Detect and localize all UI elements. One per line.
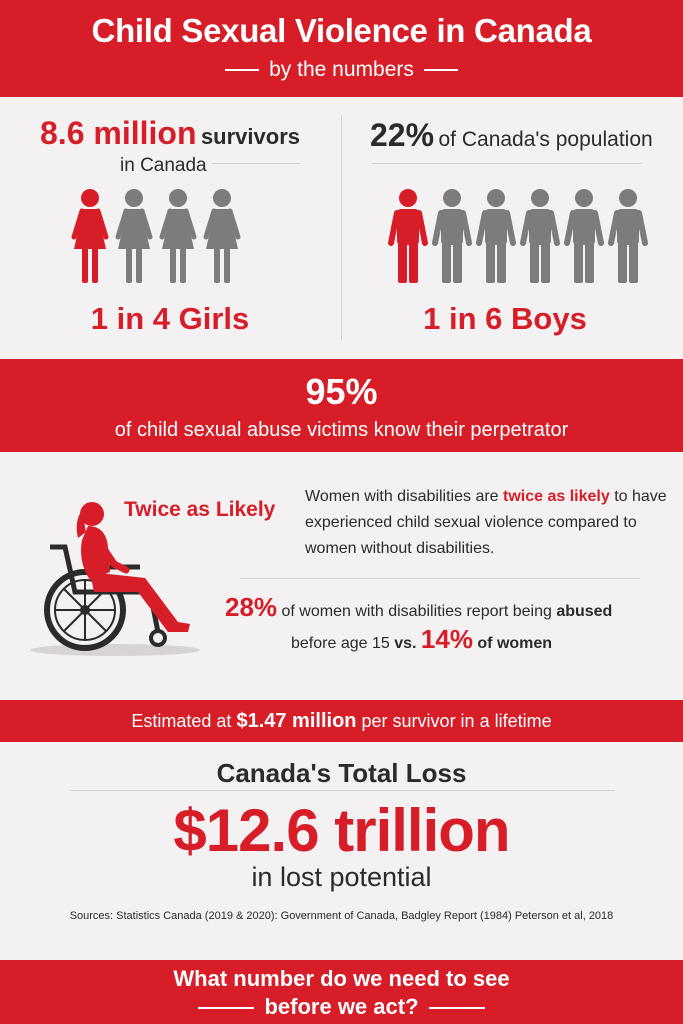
para-bold: twice as likely	[503, 488, 610, 505]
survivors-location: in Canada	[120, 155, 207, 176]
estimate-amount: $1.47 million	[236, 710, 357, 732]
estimate-text: Estimated at $1.47 million per survivor …	[0, 710, 683, 733]
sources-text: Sources: Statistics Canada (2019 & 2020)…	[69, 910, 614, 922]
para-post: to have experienced child sexual violenc…	[305, 488, 667, 557]
page-title: Child Sexual Violence in Canada	[91, 12, 592, 49]
girls-ratio: 1 in 4 Girls	[90, 301, 250, 336]
stats-section: 8.6 million survivors in Canada 1 in 4 G…	[0, 97, 683, 359]
survivors-number: 8.6 million	[40, 115, 197, 151]
boy-figure-icon	[476, 189, 516, 283]
survivors-headline: 8.6 million survivors	[40, 115, 300, 152]
population-percent: 22%	[370, 117, 435, 153]
wheelchair-woman-icon	[30, 502, 200, 656]
boy-figure-icon	[520, 189, 560, 283]
para-pre: Women with disabilities are	[305, 488, 499, 505]
boy-figure-icon	[388, 189, 428, 283]
girl-figure-icon	[71, 189, 109, 283]
boys-ratio: 1 in 6 Boys	[423, 301, 587, 336]
boy-figure-icon	[432, 189, 472, 283]
boy-figure-icon	[608, 189, 648, 283]
subtitle-dash-right	[423, 69, 458, 72]
estimate-post: per survivor in a lifetime	[361, 711, 552, 731]
total-loss-section: Canada's Total Loss $12.6 trillion in lo…	[0, 742, 683, 960]
perpetrator-text: of child sexual abuse victims know their…	[114, 419, 569, 441]
total-loss-amount: $12.6 trillion	[173, 797, 510, 864]
survivors-word: survivors	[200, 124, 300, 149]
perpetrator-percent: 95%	[305, 371, 378, 412]
survivors-rule	[212, 163, 300, 164]
footer-line2: before we act?	[0, 994, 683, 1020]
subtitle-text: by the numbers	[269, 58, 414, 81]
girl-figure-icon	[203, 189, 241, 283]
footer-dash-right	[428, 1007, 485, 1010]
stat2-post: of women	[477, 635, 553, 652]
stat2-pre: before age 15	[291, 635, 390, 652]
header-banner: Child Sexual Violence in Canada by the n…	[0, 0, 683, 97]
section-divider	[341, 115, 342, 340]
total-loss-title: Canada's Total Loss	[216, 758, 467, 788]
disability-stat-line1: 28% of women with disabilities report be…	[225, 592, 612, 623]
footer-line1: What number do we need to see	[173, 966, 510, 991]
stat1-percent: 28%	[225, 592, 278, 622]
girl-figure-icon	[115, 189, 153, 283]
footer-line2-text: before we act?	[264, 994, 419, 1019]
total-loss-rule	[70, 790, 615, 791]
stat1-text: of women with disabilities report being	[281, 603, 552, 620]
page-subtitle: by the numbers	[0, 58, 683, 82]
total-loss-sub: in lost potential	[251, 862, 432, 892]
boy-figure-icon	[564, 189, 604, 283]
population-rule	[372, 163, 642, 164]
disability-rule	[240, 578, 640, 579]
population-headline: 22% of Canada's population	[370, 117, 653, 154]
girls-figure-row	[70, 187, 242, 287]
footer-banner: What number do we need to see before we …	[0, 960, 683, 1024]
population-text: of Canada's population	[438, 128, 653, 151]
footer-dash-left	[198, 1007, 255, 1010]
twice-likely-label: Twice as Likely	[124, 498, 276, 521]
estimate-banner: Estimated at $1.47 million per survivor …	[0, 700, 683, 742]
disability-stat-line2: before age 15 vs. 14% of women	[291, 624, 552, 655]
perpetrator-banner: 95% of child sexual abuse victims know t…	[0, 359, 683, 452]
girl-figure-icon	[159, 189, 197, 283]
estimate-pre: Estimated at	[131, 711, 232, 731]
disability-section: Twice as Likely Women with disabilities …	[0, 452, 683, 700]
stat1-bold: abused	[556, 603, 613, 620]
disability-paragraph: Women with disabilities are twice as lik…	[305, 484, 675, 562]
stat2-vs: vs.	[394, 635, 417, 652]
stat2-percent: 14%	[420, 624, 473, 654]
boys-figure-row	[388, 187, 648, 287]
subtitle-dash-left	[225, 69, 260, 72]
